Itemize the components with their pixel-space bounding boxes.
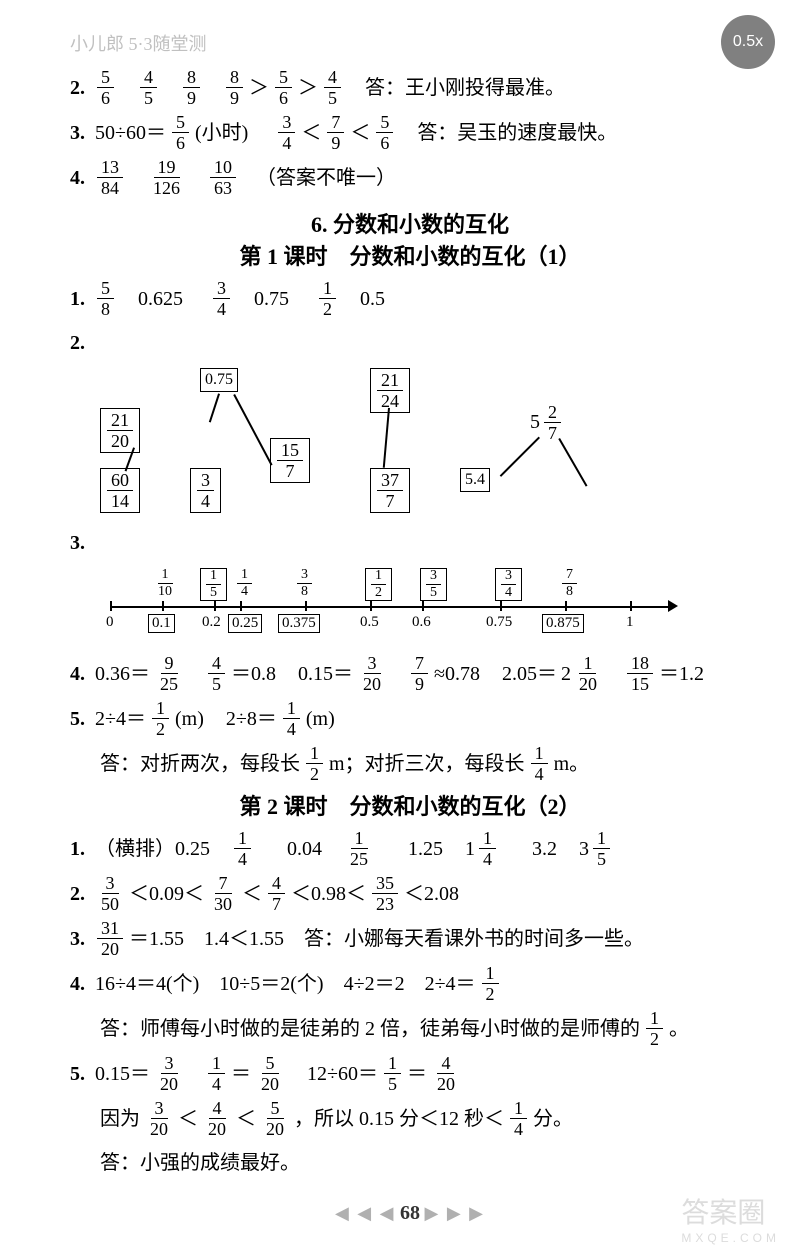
brand-header: 小儿郎 5·3随堂测 [70,30,750,56]
q-number: 4. [70,655,85,693]
q3-answer: 答：吴玉的速度最快。 [417,114,617,152]
q2-answer: 答：王小刚投得最准。 [365,69,565,107]
ans-top-3: 3. 50÷60＝56(小时) 34＜79＜56 答：吴玉的速度最快。 [70,113,750,152]
ans-top-2: 2. 56 45 89 89＞56＞45 答：王小刚投得最准。 [70,68,750,107]
q-number: 4. [70,159,85,197]
q-number: 2. [70,69,85,107]
page-footer: ◀ ◀ ◀ 68 ▶ ▶ ▶ [70,1202,750,1225]
l1-q5: 5. 2÷4＝12(m) 2÷8＝14(m) [70,699,750,738]
arrow-left-icon: ◀ ◀ ◀ [335,1203,396,1223]
brand-text: 小儿郎 5·3随堂测 [70,34,207,54]
l2-q3: 3. 3120＝1.55 1.4＜1.55 答：小娜每天看课外书的时间多一些。 [70,919,750,958]
q-number: 4. [70,965,85,1003]
q-number: 3. [70,920,85,958]
section-title: 6. 分数和小数的互化 [70,207,750,239]
l1-q3-numberline: 110 15 14 38 12 35 34 78 0 0.1 0.2 0.25 … [110,568,710,648]
arrow-right-icon: ▶ ▶ ▶ [425,1203,486,1223]
q-number: 1. [70,830,85,868]
lesson1-title: 第 1 课时 分数和小数的互化（1） [70,239,750,271]
l1-q3-label: 3. [70,524,750,562]
page-number: 68 [400,1202,420,1224]
l2-q5-r2: 因为 320＜420＜520 ，所以 0.15 分＜12 秒＜14分。 [100,1099,750,1138]
l1-q1: 1. 58 0.625 34 0.75 12 0.5 [70,279,750,318]
q-number: 5. [70,700,85,738]
l2-q4-ans: 答：师傅每小时做的是徒弟的 2 倍，徒弟每小时做的是师傅的12。 [100,1009,750,1048]
q4-note: （答案不唯一） [256,159,396,197]
q-number: 3. [70,524,85,562]
l1-q2-diagram: 0.75 2124 2120 527 6014 34 157 377 5.4 [90,368,690,518]
l1-q5-ans: 答：对折两次，每段长12 m；对折三次，每段长14 m。 [100,744,750,783]
q-number: 3. [70,114,85,152]
q-number: 5. [70,1055,85,1093]
l2-q5-ans: 答：小强的成绩最好。 [100,1144,750,1182]
q-number: 2. [70,875,85,913]
l2-q1: 1. （横排）0.25 14 0.04 125 1.25 114 3.2 315 [70,829,750,868]
q-number: 2. [70,324,85,362]
l2-q2: 2. 350＜0.09＜ 730＜ 47＜0.98＜ 3523＜2.08 [70,874,750,913]
lesson2-title: 第 2 课时 分数和小数的互化（2） [70,789,750,821]
l2-q5: 5. 0.15＝320 14＝520 12÷60＝15＝420 [70,1054,750,1093]
l1-q2-label: 2. [70,324,750,362]
l2-q4: 4. 16÷4＝4(个) 10÷5＝2(个) 4÷2＝2 2÷4＝12 [70,964,750,1003]
l1-q4: 4. 0.36＝925 45＝0.8 0.15＝320 79≈0.78 2.05… [70,654,750,693]
page-content: 小儿郎 5·3随堂测 2. 56 45 89 89＞56＞45 答：王小刚投得最… [0,0,800,1255]
q-number: 1. [70,280,85,318]
ans-top-4: 4. 1384 19126 1063 （答案不唯一） [70,158,750,197]
